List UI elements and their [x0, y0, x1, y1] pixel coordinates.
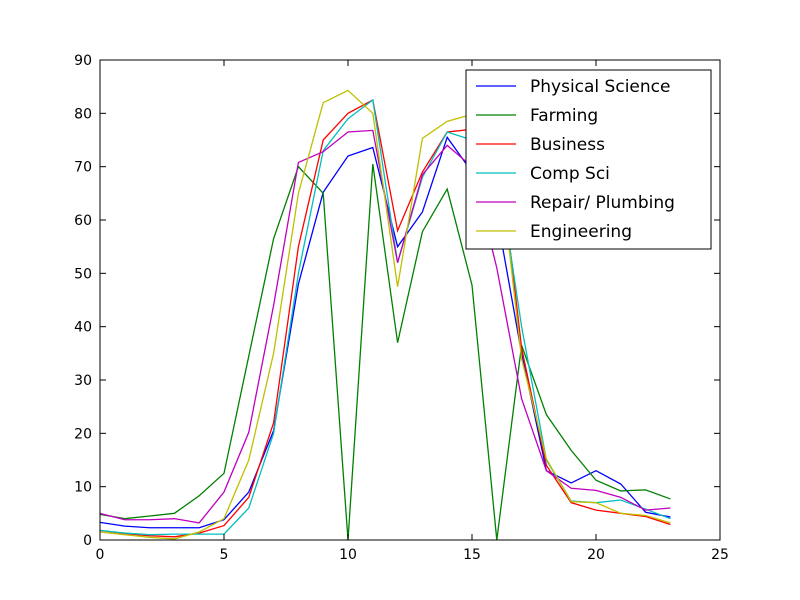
legend-label-0: Physical Science — [530, 77, 670, 97]
y-tick-label: 30 — [74, 373, 92, 389]
y-tick-label: 20 — [74, 426, 92, 442]
series-line-1 — [99, 163, 671, 541]
legend-label-3: Comp Sci — [530, 164, 610, 184]
x-tick-label: 0 — [96, 547, 105, 563]
legend-label-1: Farming — [530, 106, 598, 126]
y-tick-label: 80 — [74, 106, 92, 122]
y-tick-label: 0 — [83, 533, 92, 549]
x-tick-label: 20 — [587, 547, 605, 563]
axes-frame — [99, 59, 721, 541]
legend-label-5: Engineering — [530, 222, 632, 242]
y-tick-label: 10 — [74, 480, 92, 496]
y-tick-label: 50 — [74, 266, 92, 282]
series-line-5 — [99, 89, 671, 540]
series-layer — [99, 89, 671, 541]
y-tick-label: 40 — [74, 320, 92, 336]
y-tick-label: 70 — [74, 160, 92, 176]
legend: Physical Science Farming Business Comp Sci R… — [465, 69, 712, 250]
legend-label-2: Business — [530, 135, 605, 155]
x-tick-label: 25 — [711, 547, 729, 563]
y-tick-label: 90 — [74, 53, 92, 69]
legend-label-4: Repair/ Plumbing — [530, 193, 675, 213]
axes-layer: 0 5 10 15 20 25 0 10 20 30 40 50 60 70 80 90 — [74, 53, 729, 563]
legend-box — [465, 69, 712, 250]
x-tick-label: 5 — [220, 547, 229, 563]
y-tick-label: 60 — [74, 213, 92, 229]
x-tick-label: 10 — [339, 547, 357, 563]
x-tick-label: 15 — [463, 547, 481, 563]
